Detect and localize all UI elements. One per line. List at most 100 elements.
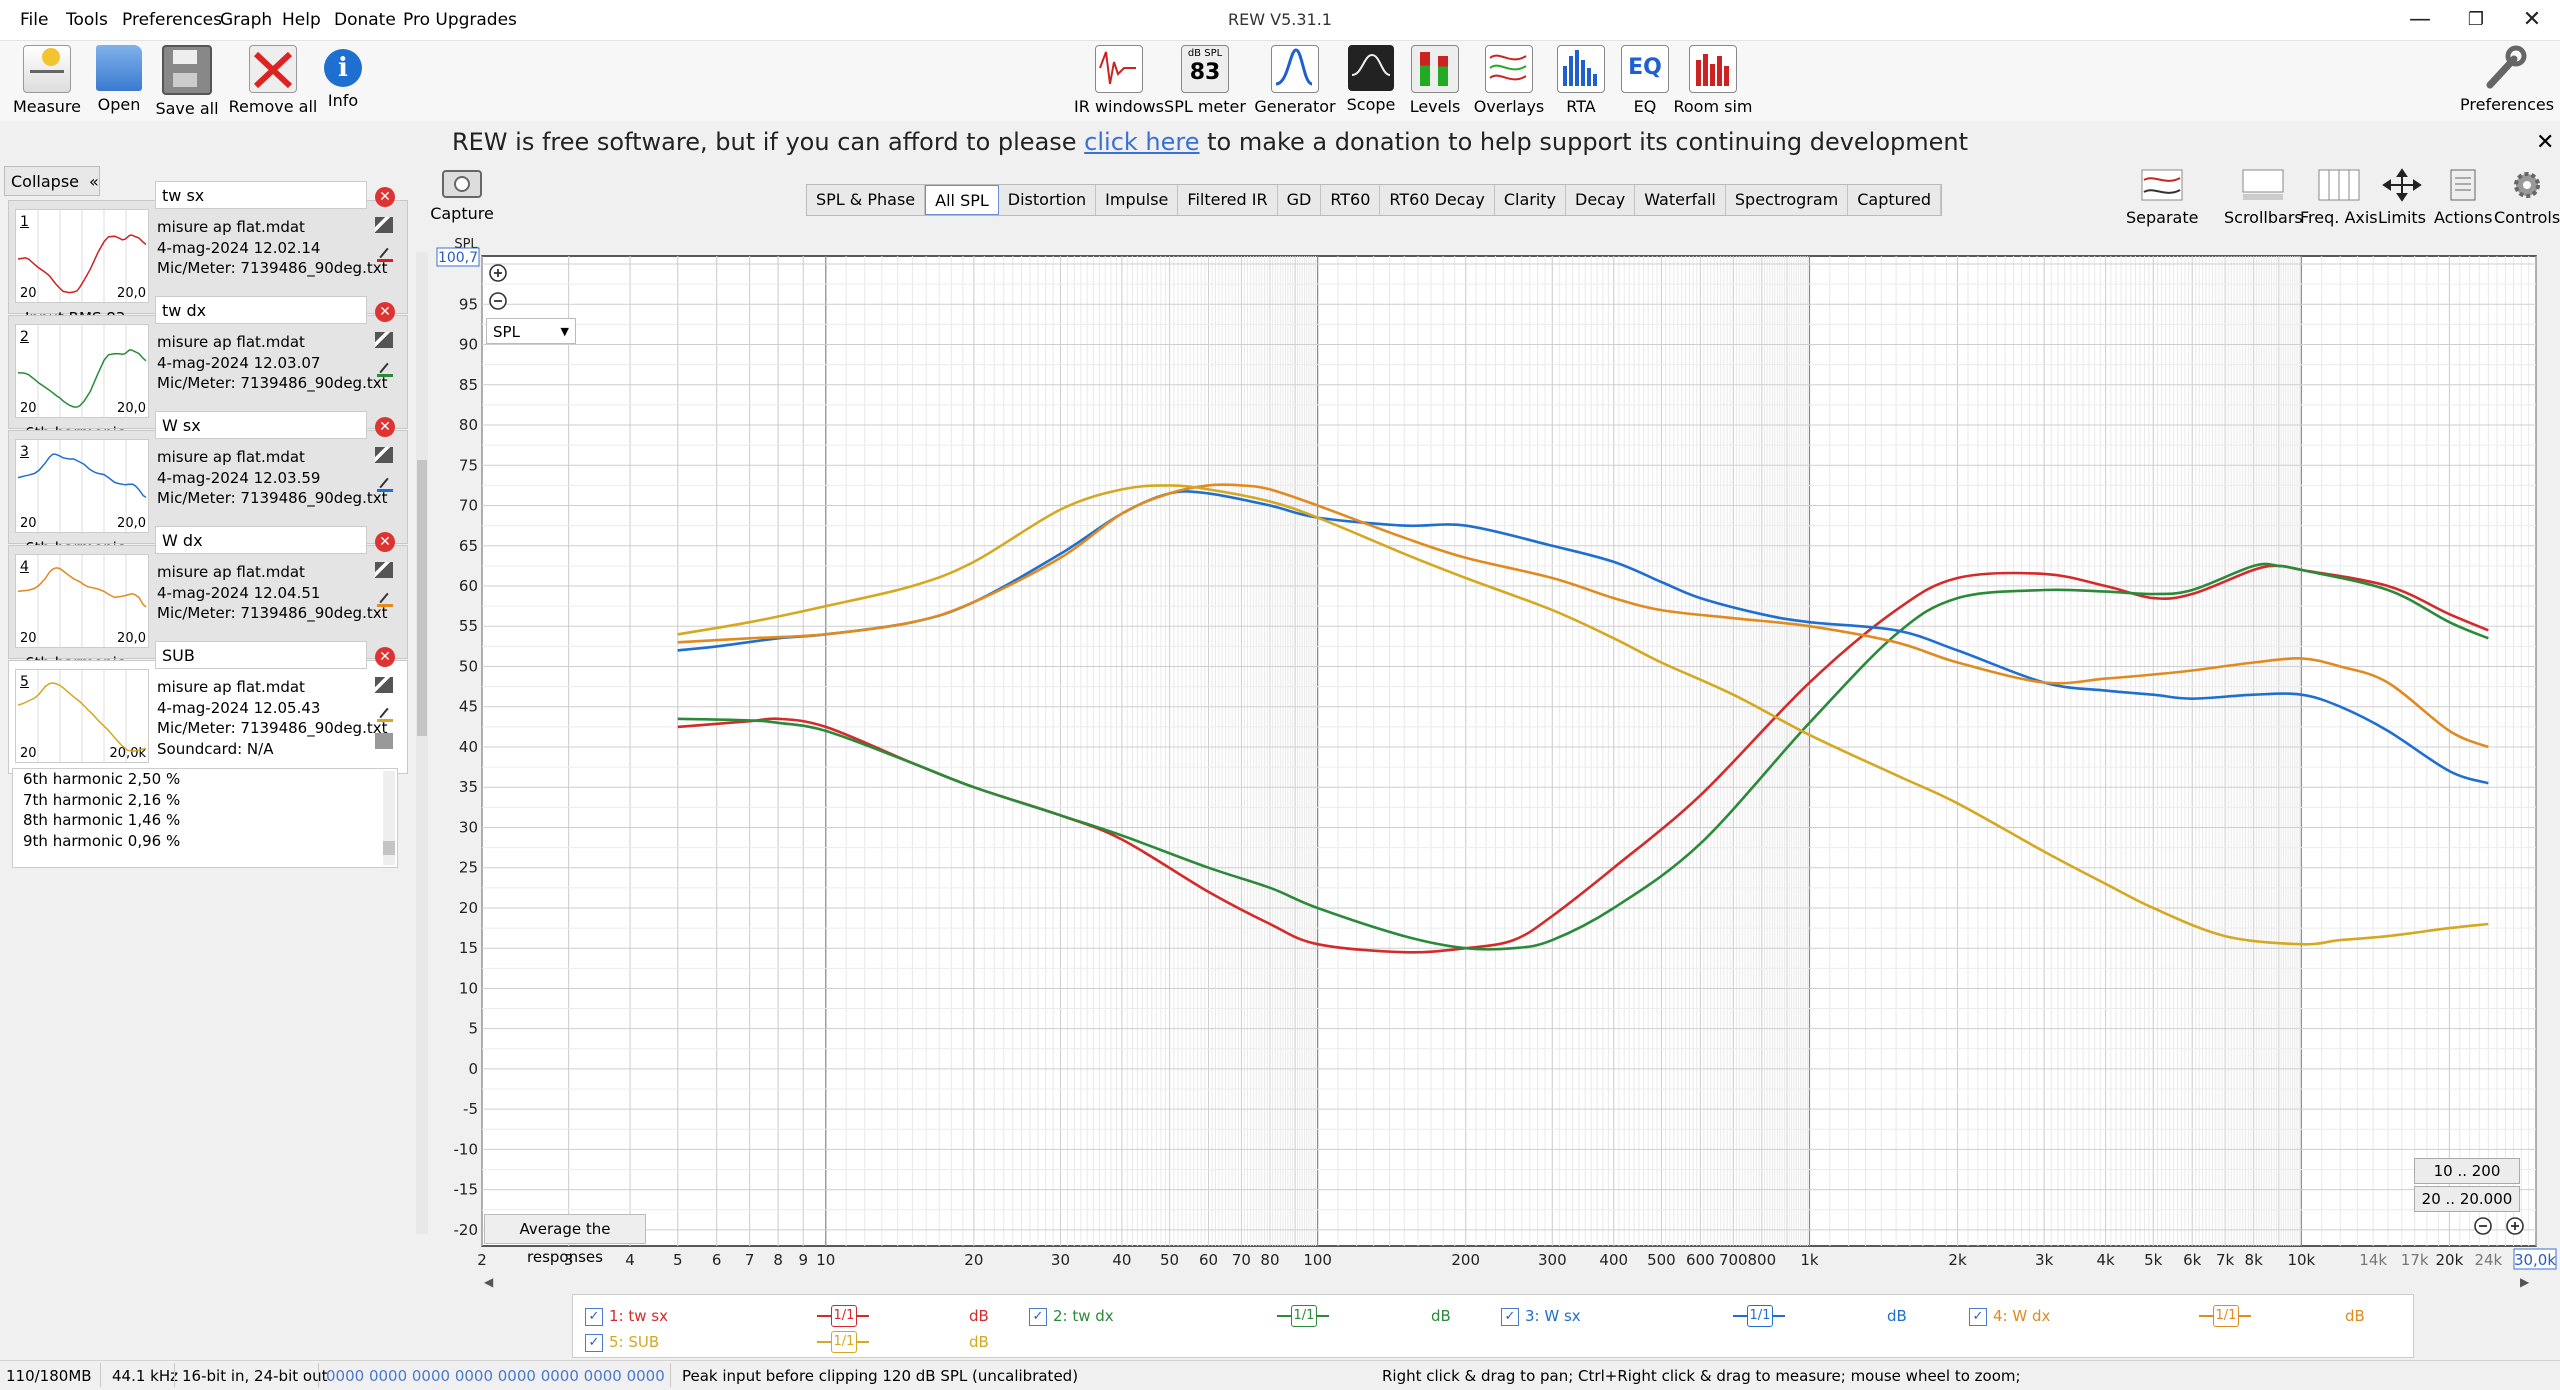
- measurement-chart-icon[interactable]: [375, 217, 393, 233]
- menu-preferences[interactable]: Preferences: [122, 10, 222, 30]
- measurement-thumbnail[interactable]: 5 20 20,0k: [15, 669, 149, 763]
- measurement-color-icon[interactable]: [375, 362, 393, 378]
- measurement-name-field[interactable]: tw dx: [155, 296, 367, 324]
- tab-captured[interactable]: Captured: [1848, 185, 1942, 215]
- legend-item[interactable]: ✓ 5: SUB: [585, 1333, 659, 1352]
- measurement-chart-icon[interactable]: [375, 677, 393, 693]
- tab-spectrogram[interactable]: Spectrogram: [1726, 185, 1849, 215]
- restore-button[interactable]: ❐: [2467, 9, 2485, 30]
- legend-checkbox[interactable]: ✓: [585, 1333, 603, 1352]
- x-max-value-box[interactable]: [2513, 1248, 2557, 1270]
- measurement-card[interactable]: 4 20 20,0 W dx ✕ misure ap flat.mdat 4-mag-202…: [8, 526, 408, 672]
- tab-filtered-ir[interactable]: Filtered IR: [1178, 185, 1278, 215]
- eq-button[interactable]: EQ EQ: [1600, 45, 1690, 116]
- measurement-thumbnail[interactable]: 4 20 20,0: [15, 554, 149, 648]
- open-button[interactable]: Open: [74, 45, 164, 114]
- tab-all-spl[interactable]: All SPL: [925, 185, 999, 215]
- legend-item[interactable]: ✓ 1: tw sx: [585, 1307, 668, 1326]
- distortion-scrollbar[interactable]: [383, 771, 395, 865]
- menu-graph[interactable]: Graph: [220, 10, 273, 30]
- measurement-card[interactable]: 1 20 20,0 tw sx ✕ misure ap flat.mdat 4-mag-20…: [8, 181, 408, 327]
- save-all-button[interactable]: Save all: [142, 45, 232, 118]
- tab-waterfall[interactable]: Waterfall: [1635, 185, 1726, 215]
- smoothing-button[interactable]: 1/1: [1733, 1305, 1785, 1327]
- smoothing-button[interactable]: 1/1: [1277, 1305, 1329, 1327]
- donation-link[interactable]: click here: [1084, 128, 1200, 156]
- measurement-thumbnail[interactable]: 3 20 20,0: [15, 439, 149, 533]
- close-window-button[interactable]: ✕: [2522, 7, 2542, 32]
- limits-button[interactable]: Limits: [2378, 168, 2426, 227]
- measurement-color-icon[interactable]: [375, 247, 393, 263]
- delete-measurement-icon[interactable]: ✕: [375, 647, 395, 667]
- menu-tools[interactable]: Tools: [66, 10, 108, 30]
- delete-measurement-icon[interactable]: ✕: [375, 532, 395, 552]
- legend-item[interactable]: ✓ 4: W dx: [1969, 1307, 2050, 1326]
- measurement-color-icon[interactable]: [375, 592, 393, 608]
- tab-impulse[interactable]: Impulse: [1096, 185, 1179, 215]
- legend-checkbox[interactable]: ✓: [1029, 1307, 1047, 1326]
- measurement-card[interactable]: 5 20 20,0k SUB ✕ misure ap flat.mdat 4-mag-202…: [8, 641, 408, 774]
- delete-measurement-icon[interactable]: ✕: [375, 302, 395, 322]
- notes-icon[interactable]: [375, 733, 393, 749]
- zoom-out-x-icon[interactable]: [2474, 1217, 2492, 1235]
- measurement-name-field[interactable]: tw sx: [155, 181, 367, 209]
- spl-graph[interactable]: 95908580757065605550454035302520151050-5…: [0, 0, 2560, 1300]
- smoothing-button[interactable]: 1/1: [817, 1331, 869, 1353]
- tab-spl-phase[interactable]: SPL & Phase: [807, 185, 926, 215]
- capture-button[interactable]: Capture: [428, 170, 496, 223]
- generator-button[interactable]: Generator: [1250, 45, 1340, 116]
- zoom-in-icon[interactable]: [489, 264, 507, 282]
- room-sim-button[interactable]: Room sim: [1668, 45, 1758, 116]
- measurement-thumbnail[interactable]: 1 20 20,0: [15, 209, 149, 303]
- measurement-name-field[interactable]: W dx: [155, 526, 367, 554]
- smoothing-button[interactable]: 1/1: [2199, 1305, 2251, 1327]
- zoom-out-icon[interactable]: [489, 292, 507, 310]
- measurement-chart-icon[interactable]: [375, 447, 393, 463]
- measure-button[interactable]: Measure: [2, 45, 92, 116]
- measurement-name-field[interactable]: SUB: [155, 641, 367, 669]
- measurement-name-field[interactable]: W sx: [155, 411, 367, 439]
- tab-decay[interactable]: Decay: [1566, 185, 1636, 215]
- ir-windows-button[interactable]: IR windows: [1074, 45, 1164, 116]
- menu-file[interactable]: File: [20, 10, 49, 30]
- y-top-value-box[interactable]: [436, 247, 480, 267]
- graph-type-select[interactable]: SPL ▼: [486, 318, 576, 344]
- actions-button[interactable]: Actions: [2434, 168, 2492, 227]
- tab-rt60-decay[interactable]: RT60 Decay: [1380, 185, 1495, 215]
- smoothing-button[interactable]: 1/1: [817, 1305, 869, 1327]
- average-responses-button[interactable]: Average the responses: [484, 1214, 646, 1266]
- spl-meter-button[interactable]: dB SPL 83 SPL meter: [1160, 45, 1250, 116]
- collapse-button[interactable]: Collapse «: [4, 166, 100, 196]
- legend-checkbox[interactable]: ✓: [1501, 1307, 1519, 1326]
- separate-button[interactable]: Separate: [2126, 168, 2198, 227]
- measurement-card[interactable]: 2 20 20,0 tw dx ✕ misure ap flat.mdat 4-mag-20…: [8, 296, 408, 442]
- plot-area[interactable]: [481, 255, 2537, 1247]
- minimize-button[interactable]: —: [2409, 7, 2431, 32]
- range-10-200-button[interactable]: 10 .. 200: [2414, 1158, 2520, 1184]
- menu-pro-upgrades[interactable]: Pro Upgrades: [403, 10, 517, 30]
- legend-item[interactable]: ✓ 2: tw dx: [1029, 1307, 1114, 1326]
- delete-measurement-icon[interactable]: ✕: [375, 417, 395, 437]
- scroll-left-arrow[interactable]: ◀: [484, 1275, 494, 1289]
- scroll-right-arrow[interactable]: ▶: [2520, 1275, 2530, 1289]
- sidebar-scroll-thumb[interactable]: [417, 460, 427, 736]
- tab-distortion[interactable]: Distortion: [999, 185, 1097, 215]
- remove-all-button[interactable]: Remove all: [228, 45, 318, 116]
- scope-button[interactable]: Scope: [1326, 45, 1416, 114]
- zoom-in-x-icon[interactable]: [2506, 1217, 2524, 1235]
- measurement-thumbnail[interactable]: 2 20 20,0: [15, 324, 149, 418]
- tab-clarity[interactable]: Clarity: [1495, 185, 1567, 215]
- measurement-color-icon[interactable]: [375, 707, 393, 723]
- legend-checkbox[interactable]: ✓: [1969, 1307, 1987, 1326]
- range-20-20000-button[interactable]: 20 .. 20.000: [2414, 1186, 2520, 1212]
- scrollbars-button[interactable]: Scrollbars: [2224, 168, 2303, 227]
- measurement-chart-icon[interactable]: [375, 562, 393, 578]
- measurement-color-icon[interactable]: [375, 477, 393, 493]
- measurement-card[interactable]: 3 20 20,0 W sx ✕ misure ap flat.mdat 4-mag-202…: [8, 411, 408, 557]
- rta-button[interactable]: RTA: [1536, 45, 1626, 116]
- legend-checkbox[interactable]: ✓: [585, 1307, 603, 1326]
- levels-button[interactable]: Levels: [1390, 45, 1480, 116]
- menu-help[interactable]: Help: [282, 10, 321, 30]
- tab-gd[interactable]: GD: [1278, 185, 1322, 215]
- overlays-button[interactable]: Overlays: [1464, 45, 1554, 116]
